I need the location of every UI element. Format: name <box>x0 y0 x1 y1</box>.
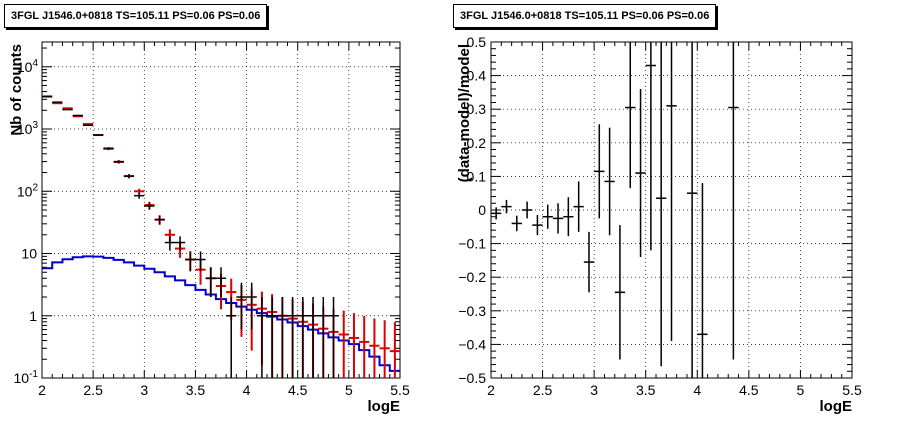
y-tick-label: 104 <box>17 58 39 75</box>
x-tick-label: 5.5 <box>390 382 410 398</box>
y-axis-title: (data-model)/model <box>456 44 473 182</box>
x-tick-label: 2 <box>487 382 495 398</box>
x-tick-label: 2 <box>38 382 46 398</box>
y-tick-label: 10-1 <box>14 369 39 386</box>
right-panel-residuals: 2 2.5 3 3.5 4 4.5 5 5.5 −0.5 −0.4 −0.3 −0.2 −0.1 0 0.1… <box>456 34 862 415</box>
x-axis-title: logE <box>368 398 401 415</box>
y-tick-label: 0.3 <box>467 101 487 117</box>
x-tick-label: 3.5 <box>186 382 206 398</box>
x-tick-label: 4 <box>243 382 251 398</box>
y-tick-label: 0 <box>478 202 486 218</box>
y-tick-label: 0.4 <box>467 68 487 84</box>
x-tick-label: 5.5 <box>842 382 862 398</box>
x-tick-label: 5 <box>797 382 805 398</box>
x-tick-label: 4 <box>693 382 701 398</box>
y-tick-label: 10 <box>21 246 37 262</box>
y-tick-label: −0.4 <box>458 336 486 352</box>
right-panel-title: 3FGL J1546.0+0818 TS=105.11 PS=0.06 PS=0… <box>453 4 717 28</box>
y-tick-label: 1 <box>29 308 37 324</box>
x-tick-label: 2.5 <box>533 382 553 398</box>
y-tick-label: 103 <box>17 120 39 137</box>
y-tick-label: −0.2 <box>458 269 486 285</box>
x-tick-label: 4.5 <box>739 382 759 398</box>
x-tick-label: 3 <box>140 382 148 398</box>
y-tick-label: 0.2 <box>467 135 487 151</box>
y-tick-label: 0.5 <box>467 34 487 50</box>
x-tick-label: 3.5 <box>636 382 656 398</box>
x-tick-label: 4.5 <box>288 382 308 398</box>
x-tick-label: 3 <box>590 382 598 398</box>
y-axis-title: Nb of counts <box>8 44 25 136</box>
plot-frame <box>41 41 401 379</box>
left-panel-title: 3FGL J1546.0+0818 TS=105.11 PS=0.06 PS=0… <box>4 4 268 28</box>
y-tick-label: 0.1 <box>467 168 487 184</box>
x-tick-label: 2.5 <box>83 382 103 398</box>
x-tick-label: 5 <box>345 382 353 398</box>
x-axis-title: logE <box>820 398 853 415</box>
y-tick-label: −0.1 <box>458 236 486 252</box>
y-tick-label: −0.3 <box>458 303 486 319</box>
y-tick-label: 102 <box>17 182 39 199</box>
left-panel-counts: 2 2.5 3 3.5 4 4.5 5 5.5 10-1 1 10 102 103 104 logE Nb o… <box>8 41 410 415</box>
y-tick-label: −0.5 <box>458 370 486 386</box>
